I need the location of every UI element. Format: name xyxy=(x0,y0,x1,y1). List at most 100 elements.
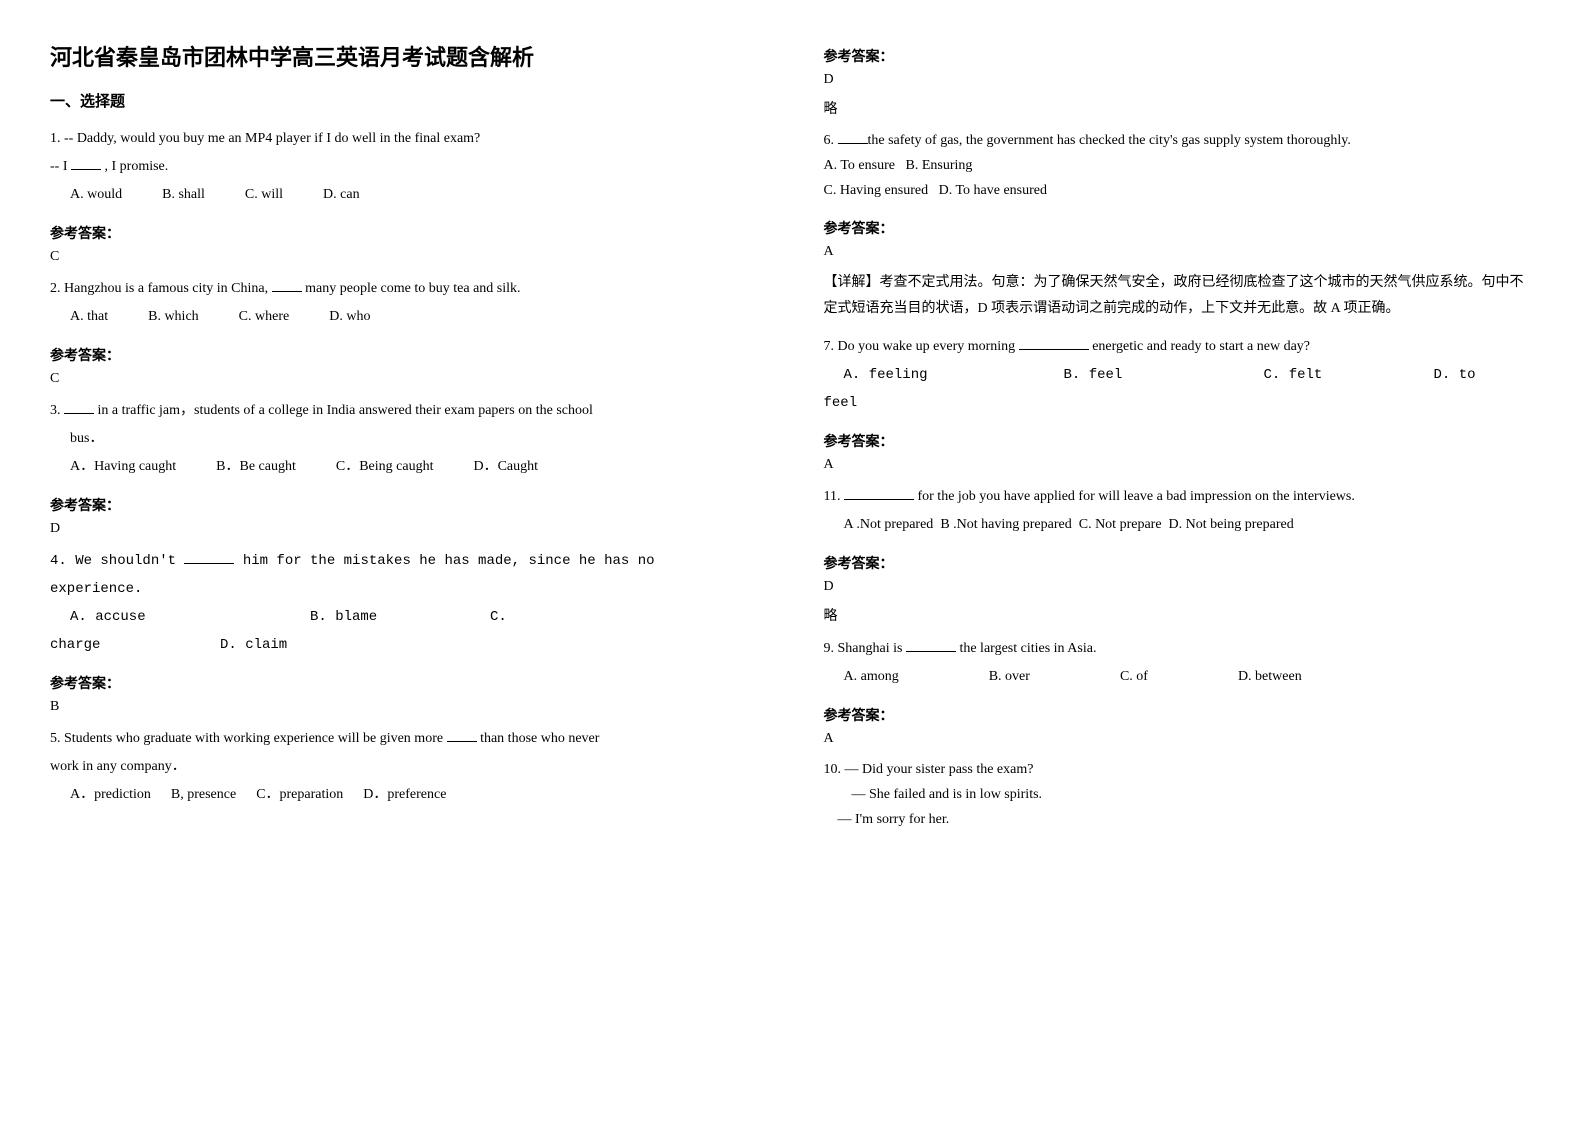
question-10: 10. — Did your sister pass the exam? — S… xyxy=(824,757,1538,833)
q6-opts-ab: A. To ensure B. Ensuring xyxy=(824,153,1538,178)
q9-text: 9. Shanghai is the largest cities in Asi… xyxy=(824,635,1538,663)
q5-answer-label: 参考答案： xyxy=(824,46,1538,66)
q9-answer: A xyxy=(824,731,1538,747)
right-column: 参考答案： D 略 6. the safety of gas, the gove… xyxy=(824,40,1538,846)
q3-optD: D．Caught xyxy=(473,453,538,481)
q3-line2: bus． xyxy=(70,425,764,453)
q10-line2: — She failed and is in low spirits. xyxy=(852,782,1538,807)
blank xyxy=(71,155,101,170)
q2-answer: C xyxy=(50,371,764,387)
question-1: 1. -- Daddy, would you buy me an MP4 pla… xyxy=(50,125,764,209)
q5-options: A．prediction B, presence C．preparation D… xyxy=(70,781,764,809)
q1-optD: D. can xyxy=(323,181,360,209)
q11-optD: D. Not being prepared xyxy=(1169,517,1294,532)
q3-answer: D xyxy=(50,521,764,537)
blank xyxy=(447,727,477,742)
q6-explain: 【详解】考查不定式用法。句意：为了确保天然气安全，政府已经彻底检查了这个城市的天… xyxy=(824,270,1538,323)
q3-answer-label: 参考答案： xyxy=(50,495,764,515)
q6-optB: B. Ensuring xyxy=(905,158,972,173)
question-7: 7. Do you wake up every morning energeti… xyxy=(824,333,1538,417)
q1-line1: 1. -- Daddy, would you buy me an MP4 pla… xyxy=(50,125,764,153)
q4-optC2: charge xyxy=(50,631,220,659)
blank xyxy=(272,277,302,292)
blank xyxy=(184,549,234,564)
question-11: 11. for the job you have applied for wil… xyxy=(824,483,1538,539)
q11-optB: B .Not having prepared xyxy=(940,517,1071,532)
q6-optA: A. To ensure xyxy=(824,158,895,173)
q1-answer-label: 参考答案： xyxy=(50,223,764,243)
q7-options-row1: A. feeling B. feel C. felt D. to xyxy=(824,361,1538,389)
q2-text: 2. Hangzhou is a famous city in China, m… xyxy=(50,275,764,303)
q7-optC: C. felt xyxy=(1264,361,1434,389)
q4-options-row2: charge D. claim xyxy=(50,631,764,659)
q11-text: 11. for the job you have applied for wil… xyxy=(824,483,1538,511)
q3-text: 3. in a traffic jam，students of a colleg… xyxy=(50,397,764,425)
blank xyxy=(1019,335,1089,350)
q5-extra: 略 xyxy=(824,98,1538,118)
q4-optB: B. blame xyxy=(310,603,490,631)
q4-line2: experience. xyxy=(50,575,764,603)
q3-optB: B．Be caught xyxy=(216,453,296,481)
q5-line2: work in any company． xyxy=(50,753,764,781)
q9-optC: C. of xyxy=(1120,663,1148,691)
q11-optA: A .Not prepared xyxy=(844,517,934,532)
q7-answer: A xyxy=(824,457,1538,473)
q11-answer-label: 参考答案： xyxy=(824,553,1538,573)
q5-optB: B, presence xyxy=(171,781,236,809)
q4-text: 4. We shouldn't him for the mistakes he … xyxy=(50,547,764,575)
q4-options-row1: A. accuse B. blame C. xyxy=(50,603,764,631)
question-9: 9. Shanghai is the largest cities in Asi… xyxy=(824,635,1538,691)
q9-optD: D. between xyxy=(1238,663,1302,691)
q7-optA: A. feeling xyxy=(844,361,1064,389)
question-5: 5. Students who graduate with working ex… xyxy=(50,725,764,809)
blank xyxy=(64,399,94,414)
q2-answer-label: 参考答案： xyxy=(50,345,764,365)
q4-optC: C. xyxy=(490,603,507,631)
q11-extra: 略 xyxy=(824,605,1538,625)
q1-optB: B. shall xyxy=(162,181,205,209)
q2-optC: C. where xyxy=(239,303,290,331)
q7-optD2: feel xyxy=(824,389,1538,417)
blank xyxy=(906,637,956,652)
q6-optD: D. To have ensured xyxy=(939,183,1047,198)
q1-optA: A. would xyxy=(70,181,122,209)
question-4: 4. We shouldn't him for the mistakes he … xyxy=(50,547,764,659)
q4-answer: B xyxy=(50,699,764,715)
q6-opts-cd: C. Having ensured D. To have ensured xyxy=(824,178,1538,203)
q7-answer-label: 参考答案： xyxy=(824,431,1538,451)
q6-answer: A xyxy=(824,244,1538,260)
question-6: 6. the safety of gas, the government has… xyxy=(824,128,1538,204)
q1-options: A. would B. shall C. will D. can xyxy=(70,181,764,209)
q9-options: A. among B. over C. of D. between xyxy=(844,663,1538,691)
q5-optC: C．preparation xyxy=(256,781,343,809)
q11-optC: C. Not prepare xyxy=(1079,517,1162,532)
q10-line3: — I'm sorry for her. xyxy=(838,807,1538,832)
q7-optD: D. to xyxy=(1434,361,1476,389)
q7-text: 7. Do you wake up every morning energeti… xyxy=(824,333,1538,361)
q11-options: A .Not prepared B .Not having prepared C… xyxy=(844,511,1538,539)
q4-optD: D. claim xyxy=(220,631,287,659)
q4-optA: A. accuse xyxy=(70,603,310,631)
q11-answer: D xyxy=(824,579,1538,595)
q9-optB: B. over xyxy=(989,663,1030,691)
section-heading: 一、选择题 xyxy=(50,90,764,111)
q2-options: A. that B. which C. where D. who xyxy=(70,303,764,331)
q2-optB: B. which xyxy=(148,303,199,331)
q10-line1: 10. — Did your sister pass the exam? xyxy=(824,757,1538,782)
question-3: 3. in a traffic jam，students of a colleg… xyxy=(50,397,764,481)
q5-answer: D xyxy=(824,72,1538,88)
q9-answer-label: 参考答案： xyxy=(824,705,1538,725)
q5-optD: D．preference xyxy=(363,781,446,809)
q6-answer-label: 参考答案： xyxy=(824,218,1538,238)
left-column: 河北省秦皇岛市团林中学高三英语月考试题含解析 一、选择题 1. -- Daddy… xyxy=(50,40,764,846)
q2-optD: D. who xyxy=(329,303,370,331)
q2-optA: A. that xyxy=(70,303,108,331)
q3-options: A．Having caught B．Be caught C．Being caug… xyxy=(70,453,764,481)
q6-text: 6. the safety of gas, the government has… xyxy=(824,128,1538,153)
question-2: 2. Hangzhou is a famous city in China, m… xyxy=(50,275,764,331)
q7-optB: B. feel xyxy=(1064,361,1264,389)
main-title: 河北省秦皇岛市团林中学高三英语月考试题含解析 xyxy=(50,40,764,72)
q1-line2: -- I , I promise. xyxy=(50,153,764,181)
q9-optA: A. among xyxy=(844,663,899,691)
q5-text: 5. Students who graduate with working ex… xyxy=(50,725,764,753)
